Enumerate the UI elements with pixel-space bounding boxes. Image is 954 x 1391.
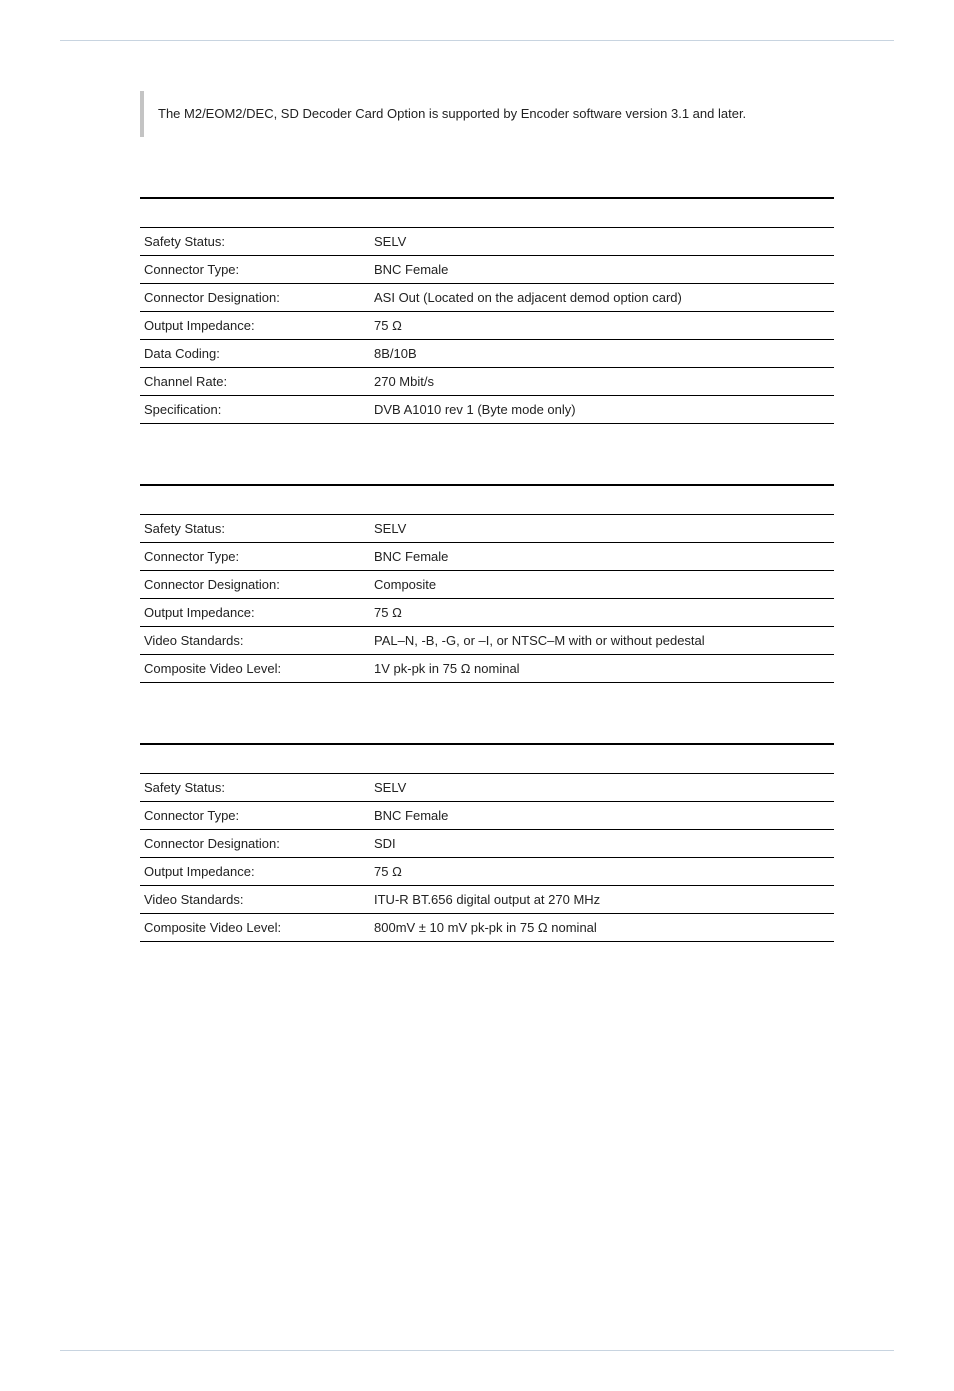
spec-label: Connector Designation: (140, 284, 370, 312)
table-row: Connector Designation:Composite (140, 571, 834, 599)
note-text: The M2/EOM2/DEC, SD Decoder Card Option … (158, 105, 820, 123)
note-box: The M2/EOM2/DEC, SD Decoder Card Option … (140, 91, 834, 137)
table-row: Safety Status:SELV (140, 774, 834, 802)
spec-block: Safety Status:SELV Connector Type:BNC Fe… (140, 743, 834, 942)
spec-table: Safety Status:SELV Connector Type:BNC Fe… (140, 514, 834, 683)
spec-label: Composite Video Level: (140, 914, 370, 942)
spec-value: 75 Ω (370, 312, 834, 340)
spec-value: 75 Ω (370, 599, 834, 627)
spec-label: Connector Type: (140, 256, 370, 284)
spec-label: Output Impedance: (140, 858, 370, 886)
spec-label: Output Impedance: (140, 599, 370, 627)
spec-label: Safety Status: (140, 228, 370, 256)
table-row: Data Coding:8B/10B (140, 340, 834, 368)
table-row: Output Impedance:75 Ω (140, 858, 834, 886)
block-top-rule (140, 743, 834, 745)
spec-value: PAL–N, -B, -G, or –I, or NTSC–M with or … (370, 627, 834, 655)
spec-value: DVB A1010 rev 1 (Byte mode only) (370, 396, 834, 424)
table-row: Connector Type:BNC Female (140, 256, 834, 284)
spec-label: Composite Video Level: (140, 655, 370, 683)
spec-label: Connector Designation: (140, 830, 370, 858)
spec-label: Connector Type: (140, 543, 370, 571)
spec-value: SELV (370, 228, 834, 256)
table-row: Output Impedance:75 Ω (140, 599, 834, 627)
spec-value: BNC Female (370, 256, 834, 284)
spec-label: Connector Designation: (140, 571, 370, 599)
table-row: Composite Video Level:1V pk-pk in 75 Ω n… (140, 655, 834, 683)
table-row: Video Standards:ITU-R BT.656 digital out… (140, 886, 834, 914)
spec-label: Channel Rate: (140, 368, 370, 396)
spec-label: Data Coding: (140, 340, 370, 368)
spec-value: 270 Mbit/s (370, 368, 834, 396)
spec-table: Safety Status:SELV Connector Type:BNC Fe… (140, 773, 834, 942)
spec-block: Safety Status:SELV Connector Type:BNC Fe… (140, 484, 834, 683)
spec-label: Connector Type: (140, 802, 370, 830)
table-row: Connector Designation:ASI Out (Located o… (140, 284, 834, 312)
spec-value: 800mV ± 10 mV pk-pk in 75 Ω nominal (370, 914, 834, 942)
spec-label: Video Standards: (140, 627, 370, 655)
spec-value: SDI (370, 830, 834, 858)
spec-block: Safety Status:SELV Connector Type:BNC Fe… (140, 197, 834, 424)
block-top-rule (140, 197, 834, 199)
spec-value: ITU-R BT.656 digital output at 270 MHz (370, 886, 834, 914)
page-content: The M2/EOM2/DEC, SD Decoder Card Option … (0, 41, 954, 942)
table-row: Video Standards:PAL–N, -B, -G, or –I, or… (140, 627, 834, 655)
table-row: Channel Rate:270 Mbit/s (140, 368, 834, 396)
spec-label: Safety Status: (140, 774, 370, 802)
spec-value: ASI Out (Located on the adjacent demod o… (370, 284, 834, 312)
spec-value: BNC Female (370, 802, 834, 830)
spec-label: Specification: (140, 396, 370, 424)
block-top-rule (140, 484, 834, 486)
spec-label: Video Standards: (140, 886, 370, 914)
table-row: Connector Type:BNC Female (140, 543, 834, 571)
table-row: Safety Status:SELV (140, 228, 834, 256)
table-row: Safety Status:SELV (140, 515, 834, 543)
spec-value: 8B/10B (370, 340, 834, 368)
table-row: Specification:DVB A1010 rev 1 (Byte mode… (140, 396, 834, 424)
table-row: Output Impedance:75 Ω (140, 312, 834, 340)
table-row: Composite Video Level:800mV ± 10 mV pk-p… (140, 914, 834, 942)
spec-value: 75 Ω (370, 858, 834, 886)
spec-table: Safety Status:SELV Connector Type:BNC Fe… (140, 227, 834, 424)
spec-value: SELV (370, 515, 834, 543)
spec-label: Output Impedance: (140, 312, 370, 340)
spec-value: BNC Female (370, 543, 834, 571)
spec-value: 1V pk-pk in 75 Ω nominal (370, 655, 834, 683)
spec-value: Composite (370, 571, 834, 599)
spec-value: SELV (370, 774, 834, 802)
table-row: Connector Designation:SDI (140, 830, 834, 858)
spec-label: Safety Status: (140, 515, 370, 543)
table-row: Connector Type:BNC Female (140, 802, 834, 830)
